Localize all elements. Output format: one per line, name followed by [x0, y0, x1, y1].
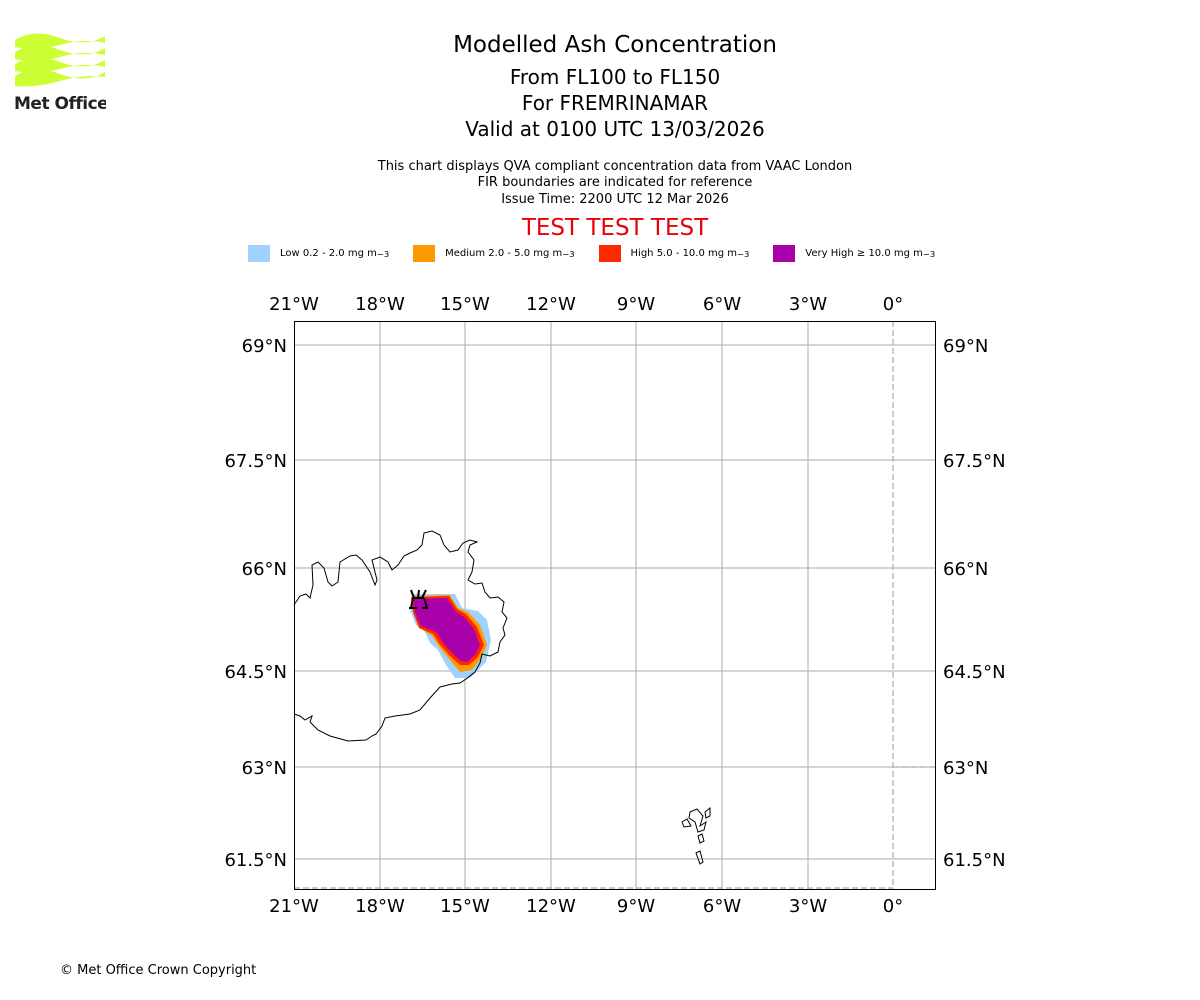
lat-label-right: 64.5°N [943, 662, 1006, 683]
met-office-logo: Met Office [14, 30, 109, 116]
valid-time: Valid at 0100 UTC 13/03/2026 [465, 117, 765, 141]
chart-title: Modelled Ash Concentration [453, 32, 777, 58]
graticule [294, 321, 936, 890]
logo-text: Met Office [14, 94, 106, 112]
lon-label-top: 21°W [269, 294, 319, 315]
lon-label-bottom: 15°W [440, 896, 490, 917]
copyright: © Met Office Crown Copyright [60, 963, 257, 978]
lat-label-right: 61.5°N [943, 850, 1006, 871]
lon-label-top: 9°W [617, 294, 655, 315]
ash-plume [410, 594, 491, 678]
lat-label-left: 61.5°N [224, 850, 287, 871]
lon-label-bottom: 12°W [526, 896, 576, 917]
legend-swatch [773, 245, 796, 262]
lon-label-top: 0° [883, 294, 903, 315]
lon-label-bottom: 18°W [355, 896, 405, 917]
faroe-island [688, 808, 707, 833]
lon-label-bottom: 6°W [703, 896, 741, 917]
legend-item-low: Low 0.2 - 2.0 mg m −3 [248, 245, 389, 262]
faroe-island [695, 850, 704, 865]
lon-label-bottom: 21°W [269, 896, 319, 917]
faroe-island [697, 833, 705, 844]
lat-label-left: 66°N [242, 559, 287, 580]
lon-label-top: 6°W [703, 294, 741, 315]
lon-label-bottom: 9°W [617, 896, 655, 917]
lat-label-right: 69°N [943, 336, 988, 357]
lat-label-right: 63°N [943, 758, 988, 779]
faroe-island [704, 806, 711, 819]
legend: Low 0.2 - 2.0 mg m −3 Medium 2.0 - 5.0 mg… [248, 245, 959, 262]
legend-swatch [598, 245, 621, 262]
fir-boundaries [294, 321, 936, 890]
lon-label-top: 3°W [789, 294, 827, 315]
lat-label-left: 69°N [242, 336, 287, 357]
lon-label-top: 18°W [355, 294, 405, 315]
lon-label-bottom: 0° [883, 896, 903, 917]
legend-item-very-high: Very High ≥ 10.0 mg m −3 [773, 245, 935, 262]
lon-label-bottom: 3°W [789, 896, 827, 917]
lat-label-right: 67.5°N [943, 451, 1006, 472]
lat-label-left: 63°N [242, 758, 287, 779]
issue-time: Issue Time: 2200 UTC 12 Mar 2026 [501, 192, 729, 207]
legend-item-high: High 5.0 - 10.0 mg m −3 [598, 245, 749, 262]
legend-swatch [413, 245, 436, 262]
subtitle-2: FIR boundaries are indicated for referen… [477, 175, 753, 190]
lon-label-top: 12°W [526, 294, 576, 315]
volcano-region: For FREMRINAMAR [521, 91, 709, 115]
lat-label-left: 64.5°N [224, 662, 287, 683]
iceland-coast [293, 530, 508, 742]
map-frame [294, 321, 936, 890]
flight-levels: From FL100 to FL150 [509, 65, 721, 89]
axis-labels: 21°W 21°W 18°W 18°W 15°W 15°W 12°W 12°W 9°W 9°W 6°… [224, 294, 1005, 917]
lat-label-right: 66°N [943, 559, 988, 580]
subtitle-1: This chart displays QVA compliant concen… [377, 159, 853, 174]
legend-item-medium: Medium 2.0 - 5.0 mg m −3 [413, 245, 575, 262]
lat-label-left: 67.5°N [224, 451, 287, 472]
coastline [293, 530, 711, 865]
lon-label-top: 15°W [440, 294, 490, 315]
faroe-island [681, 818, 692, 828]
ash-very-high [413, 598, 480, 662]
legend-swatch [248, 245, 270, 262]
volcano-icon [409, 589, 428, 609]
test-banner: TEST TEST TEST [521, 215, 709, 241]
